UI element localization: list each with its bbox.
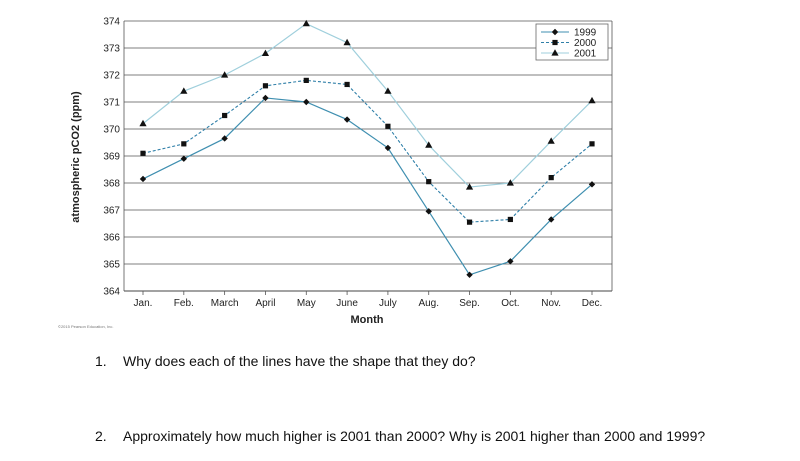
y-tick-label-374: 374 [103, 17, 120, 28]
x-tick-label-1: Feb. [174, 298, 194, 309]
point-1999-3 [262, 94, 269, 102]
y-tick-label-368: 368 [103, 179, 120, 190]
point-1999-7 [425, 208, 432, 215]
y-tick-label-367: 367 [103, 206, 120, 217]
co2-line-chart: 364 365 366 367 368 369 370 371 372 373 374 Jan. Fe… [70, 17, 613, 326]
point-1999-6 [384, 144, 392, 152]
y-axis-title: atmospheric pCO2 (ppm) [70, 91, 82, 223]
x-tick-label-4: May [297, 298, 316, 309]
series-2000 [140, 77, 595, 225]
x-tick-label-6: July [379, 298, 397, 309]
point-1999-2 [221, 135, 228, 142]
point-2000-4 [303, 77, 309, 83]
point-2000-11 [589, 141, 595, 147]
y-tick-label-372: 372 [103, 71, 120, 82]
legend-marker-2001 [551, 49, 559, 56]
x-tick-label-8: Sep. [459, 298, 480, 309]
point-2000-10 [548, 175, 554, 181]
point-1999-10 [547, 216, 555, 223]
point-2000-8 [466, 219, 473, 225]
copyright-notice: ©2015 Pearson Education, Inc. [58, 324, 114, 329]
legend-label-2000: 2000 [574, 38, 597, 49]
x-tick-label-3: April [255, 298, 275, 309]
y-tick-labels: 364 365 366 367 368 369 370 371 372 373 374 [103, 17, 120, 298]
y-tick-label-369: 369 [103, 152, 120, 163]
point-1999-8 [466, 271, 473, 278]
x-tick-label-2: March [211, 298, 239, 309]
point-1999-0 [139, 175, 147, 183]
point-2000-5 [344, 81, 350, 88]
x-tick-label-9: Oct. [501, 298, 519, 309]
point-2000-1 [181, 141, 187, 147]
point-2001-3 [261, 49, 270, 56]
x-tick-label-0: Jan. [134, 298, 153, 309]
point-2001-8 [465, 183, 474, 190]
x-tick-label-11: Dec. [582, 298, 603, 309]
series-line-1999 [142, 97, 593, 276]
point-2001-1 [180, 87, 188, 94]
point-2000-3 [262, 83, 269, 89]
point-2001-4 [302, 19, 310, 27]
x-tick-label-10: Nov. [541, 298, 561, 309]
point-1999-4 [303, 98, 310, 106]
point-1999-11 [588, 181, 596, 188]
point-1999-9 [507, 258, 514, 265]
legend-marker-1999 [551, 28, 559, 36]
x-tick-label-5: June [336, 298, 358, 309]
legend-label-2001: 2001 [574, 49, 597, 60]
point-1999-1 [180, 155, 188, 162]
question-2: 2. Approximately how much higher is 2001 … [95, 428, 705, 444]
series-line-2001 [142, 23, 593, 188]
series-1999 [139, 94, 596, 278]
point-2000-7 [426, 179, 432, 185]
question-1-number: 1. [95, 353, 107, 369]
question-1: 1. Why does each of the lines have the sh… [95, 353, 476, 369]
legend-marker-2000 [552, 39, 558, 46]
gridlines [123, 20, 613, 292]
y-tick-label-365: 365 [103, 260, 120, 271]
x-axis-title: Month [351, 314, 384, 326]
y-tick-label-370: 370 [103, 125, 120, 136]
point-2001-10 [547, 137, 555, 144]
point-2001-11 [588, 96, 596, 104]
y-tick-label-373: 373 [103, 44, 120, 55]
series-2001 [139, 19, 596, 190]
point-2000-9 [507, 216, 513, 223]
x-tick-labels: Jan. Feb. March April May June July Aug. Sep. Oct… [134, 291, 603, 309]
point-2001-7 [425, 141, 433, 148]
point-2000-0 [140, 150, 146, 156]
x-tick-label-7: Aug. [418, 298, 439, 309]
question-2-text: Approximately how much higher is 2001 th… [123, 428, 706, 444]
point-2001-0 [139, 119, 147, 127]
y-tick-label-371: 371 [103, 98, 120, 109]
point-1999-5 [343, 116, 351, 123]
point-2001-6 [384, 87, 392, 94]
point-2000-6 [385, 123, 391, 129]
point-2000-2 [222, 112, 228, 119]
point-2001-9 [506, 179, 514, 186]
point-2001-5 [343, 38, 351, 46]
point-2001-2 [221, 71, 229, 78]
question-2-number: 2. [95, 428, 107, 444]
data-series [139, 19, 596, 278]
y-tick-label-364: 364 [103, 287, 120, 298]
legend-label-1999: 1999 [574, 28, 597, 39]
y-tick-label-366: 366 [103, 233, 120, 244]
question-1-text: Why does each of the lines have the shap… [123, 353, 476, 369]
